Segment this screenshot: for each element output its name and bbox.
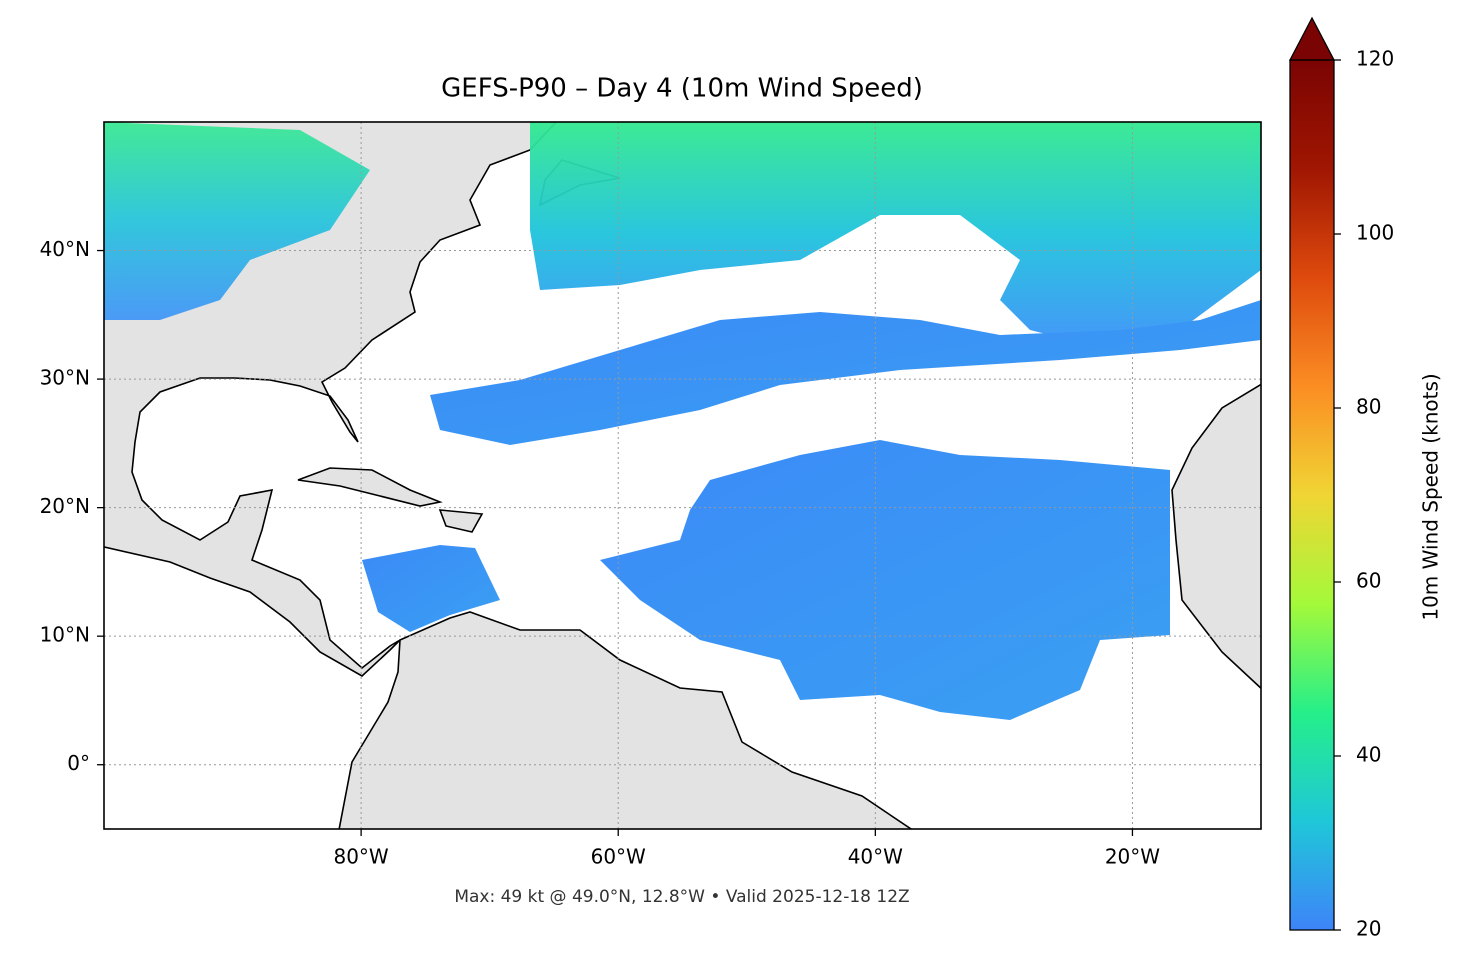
y-tick-label: 30°N (40, 366, 90, 390)
cuba (297, 467, 443, 507)
y-tick-label: 40°N (40, 237, 90, 261)
y-tick-label: 20°N (40, 494, 90, 518)
map-area (104, 122, 1261, 829)
x-tick-label: 20°W (1105, 845, 1160, 869)
x-tick-label: 60°W (591, 845, 646, 869)
wind-field (600, 440, 1170, 720)
colorbar-tick-label: 100 (1356, 221, 1394, 245)
chart-title: GEFS-P90 – Day 4 (10m Wind Speed) (441, 74, 923, 104)
y-tick-label: 10°N (40, 623, 90, 647)
x-tick-label: 80°W (333, 845, 388, 869)
wind-field (362, 545, 500, 632)
axes: 80°W 60°W 40°W 20°W 0° 10°N 20°N 30°N 40°N (40, 122, 1261, 869)
colorbar-tick-label: 60 (1356, 569, 1381, 593)
colorbar-tick-label: 20 (1356, 917, 1381, 941)
colorbar-frame (1289, 59, 1335, 931)
colorbar (1290, 60, 1334, 930)
hispaniola (438, 509, 484, 533)
colorbar-extend (1288, 16, 1336, 61)
colorbar-tick-label: 80 (1356, 395, 1381, 419)
colorbar-tick-label: 120 (1356, 47, 1394, 71)
y-tick-label: 0° (67, 751, 90, 775)
wind-field (530, 122, 1261, 345)
wind-field (430, 300, 1261, 445)
caption: Max: 49 kt @ 49.0°N, 12.8°W • Valid 2025… (454, 887, 909, 907)
africa (1171, 383, 1261, 690)
colorbar-tick-label: 40 (1356, 743, 1381, 767)
plot-frame (103, 121, 1262, 830)
x-tick-label: 40°W (848, 845, 903, 869)
south-america (338, 611, 913, 829)
wind-field (104, 122, 370, 320)
colorbar-label: 10m Wind Speed (knots) (1419, 373, 1443, 620)
